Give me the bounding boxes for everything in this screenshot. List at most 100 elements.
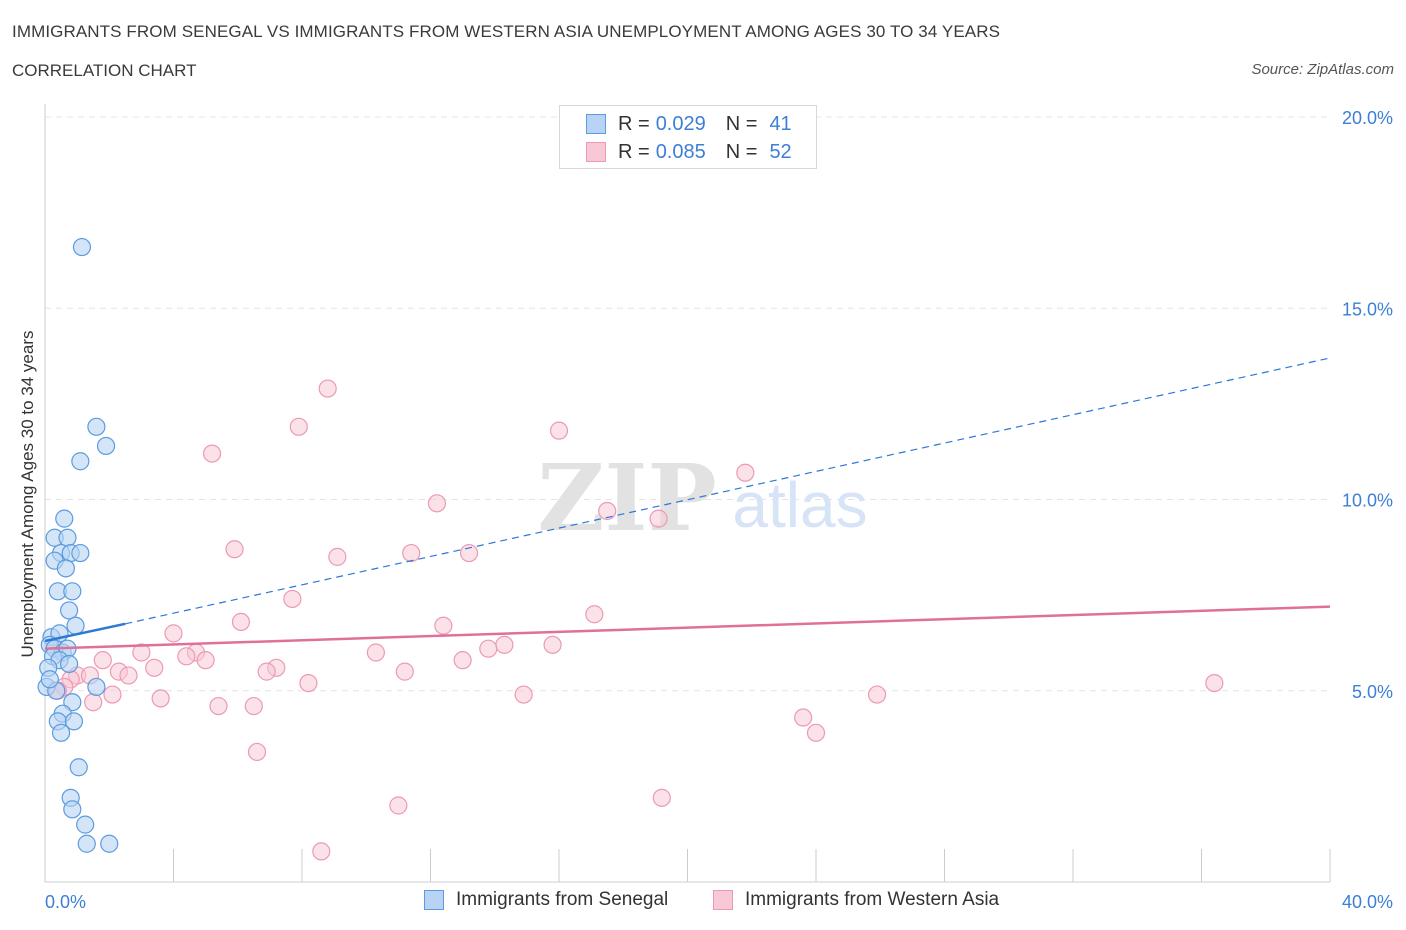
data-point-western-asia bbox=[1205, 673, 1224, 693]
data-point-senegal bbox=[72, 237, 92, 257]
data-point-western-asia bbox=[806, 723, 826, 742]
legend-item-western-asia[interactable]: Immigrants from Western Asia bbox=[713, 889, 999, 911]
data-point-western-asia bbox=[366, 643, 385, 662]
data-point-western-asia bbox=[459, 543, 479, 563]
data-point-western-asia bbox=[202, 444, 222, 463]
data-point-western-asia bbox=[196, 651, 215, 670]
data-point-senegal bbox=[55, 509, 74, 528]
data-point-western-asia bbox=[395, 662, 414, 681]
data-point-western-asia bbox=[145, 658, 164, 677]
data-point-western-asia bbox=[257, 662, 276, 681]
legend-n-label: N = bbox=[725, 112, 758, 135]
legend-r-value: 0.085 bbox=[655, 140, 706, 163]
legend-r-label: R = bbox=[618, 140, 650, 163]
data-point-senegal bbox=[63, 582, 82, 601]
data-point-senegal bbox=[100, 834, 119, 853]
stats-legend: R = 0.029 N = 41 R = 0.085 N = 52 bbox=[559, 105, 817, 169]
y-tick-label: 15.0% bbox=[1342, 299, 1393, 319]
data-point-senegal bbox=[77, 834, 96, 853]
data-point-western-asia bbox=[794, 708, 813, 727]
legend-n-label: N = bbox=[725, 140, 758, 163]
data-point-western-asia bbox=[495, 635, 514, 654]
data-point-senegal bbox=[66, 616, 85, 635]
legend-item-label: Immigrants from Western Asia bbox=[745, 889, 1000, 910]
trendline-western-asia bbox=[44, 605, 1331, 650]
data-point-western-asia bbox=[247, 742, 267, 762]
data-point-western-asia bbox=[434, 616, 453, 635]
legend-n-value: 52 bbox=[769, 140, 792, 163]
data-point-western-asia bbox=[649, 509, 668, 528]
chart-subtitle: CORRELATION CHART bbox=[12, 61, 197, 80]
y-tick-label: 20.0% bbox=[1342, 108, 1393, 128]
legend-item-label: Immigrants from Senegal bbox=[456, 889, 669, 910]
data-point-western-asia bbox=[231, 612, 251, 632]
x-tick-label: 40.0% bbox=[1342, 892, 1393, 912]
legend-r-value: 0.029 bbox=[655, 112, 706, 135]
data-point-western-asia bbox=[312, 842, 331, 861]
y-tick-label: 10.0% bbox=[1342, 491, 1393, 511]
legend-row-western-asia: R = 0.085 N = 52 bbox=[586, 140, 792, 164]
data-point-senegal bbox=[64, 712, 84, 731]
data-point-western-asia bbox=[402, 543, 421, 563]
trendline-senegal bbox=[44, 622, 126, 643]
senegal-swatch bbox=[424, 890, 444, 910]
y-tick-label: 5.0% bbox=[1352, 682, 1393, 702]
data-point-senegal bbox=[56, 559, 75, 578]
source-label: Source: ZipAtlas.com bbox=[1251, 61, 1394, 78]
data-point-senegal bbox=[87, 417, 106, 436]
data-point-western-asia bbox=[244, 696, 263, 716]
data-point-senegal bbox=[96, 436, 116, 456]
data-point-senegal bbox=[40, 670, 59, 689]
data-point-western-asia bbox=[289, 417, 308, 436]
legend-n-value: 41 bbox=[769, 112, 792, 135]
data-point-senegal bbox=[71, 452, 90, 471]
data-point-western-asia bbox=[328, 547, 347, 566]
data-point-senegal bbox=[59, 654, 79, 674]
data-point-western-asia bbox=[585, 605, 604, 624]
data-point-western-asia bbox=[299, 673, 318, 693]
data-point-western-asia bbox=[209, 696, 228, 716]
watermark-atlas: atlas bbox=[732, 469, 867, 541]
data-point-senegal bbox=[51, 723, 71, 742]
data-point-western-asia bbox=[543, 635, 562, 654]
data-point-western-asia bbox=[132, 643, 151, 662]
x-tick-label: 0.0% bbox=[45, 892, 86, 912]
data-point-western-asia bbox=[177, 647, 196, 666]
legend-row-senegal: R = 0.029 N = 41 bbox=[586, 112, 792, 136]
data-point-western-asia bbox=[164, 624, 183, 643]
data-point-senegal bbox=[76, 815, 95, 834]
western-asia-swatch bbox=[586, 142, 606, 162]
data-point-western-asia bbox=[427, 494, 447, 513]
data-point-western-asia bbox=[514, 685, 533, 704]
trendline-senegal-extended bbox=[125, 357, 1331, 625]
data-point-senegal bbox=[71, 543, 90, 563]
data-point-western-asia bbox=[479, 639, 498, 658]
data-point-senegal bbox=[69, 758, 88, 777]
data-point-western-asia bbox=[389, 796, 408, 815]
data-point-senegal bbox=[87, 677, 106, 697]
watermark-zip: ZIP bbox=[537, 444, 716, 552]
data-point-western-asia bbox=[103, 685, 122, 704]
data-point-western-asia bbox=[151, 689, 170, 708]
data-point-western-asia bbox=[867, 685, 887, 704]
data-point-western-asia bbox=[84, 693, 103, 712]
western-asia-swatch bbox=[713, 890, 733, 910]
data-point-western-asia bbox=[283, 589, 302, 609]
data-point-western-asia bbox=[652, 788, 671, 807]
data-point-western-asia bbox=[119, 666, 138, 685]
legend-item-senegal[interactable]: Immigrants from Senegal bbox=[424, 889, 668, 911]
data-point-western-asia bbox=[225, 540, 244, 559]
senegal-swatch bbox=[586, 114, 606, 134]
data-point-western-asia bbox=[549, 421, 569, 440]
data-point-senegal bbox=[59, 601, 79, 620]
data-point-senegal bbox=[63, 800, 82, 819]
data-point-western-asia bbox=[453, 651, 472, 670]
data-point-senegal bbox=[58, 528, 77, 547]
legend-r-label: R = bbox=[618, 112, 650, 135]
data-point-western-asia bbox=[736, 463, 755, 482]
y-axis-title: Unemployment Among Ages 30 to 34 years bbox=[18, 330, 37, 658]
bottom-legend: Immigrants from Senegal Immigrants from … bbox=[0, 889, 1406, 917]
data-point-western-asia bbox=[318, 379, 337, 398]
chart-title: IMMIGRANTS FROM SENEGAL VS IMMIGRANTS FR… bbox=[12, 22, 1001, 41]
